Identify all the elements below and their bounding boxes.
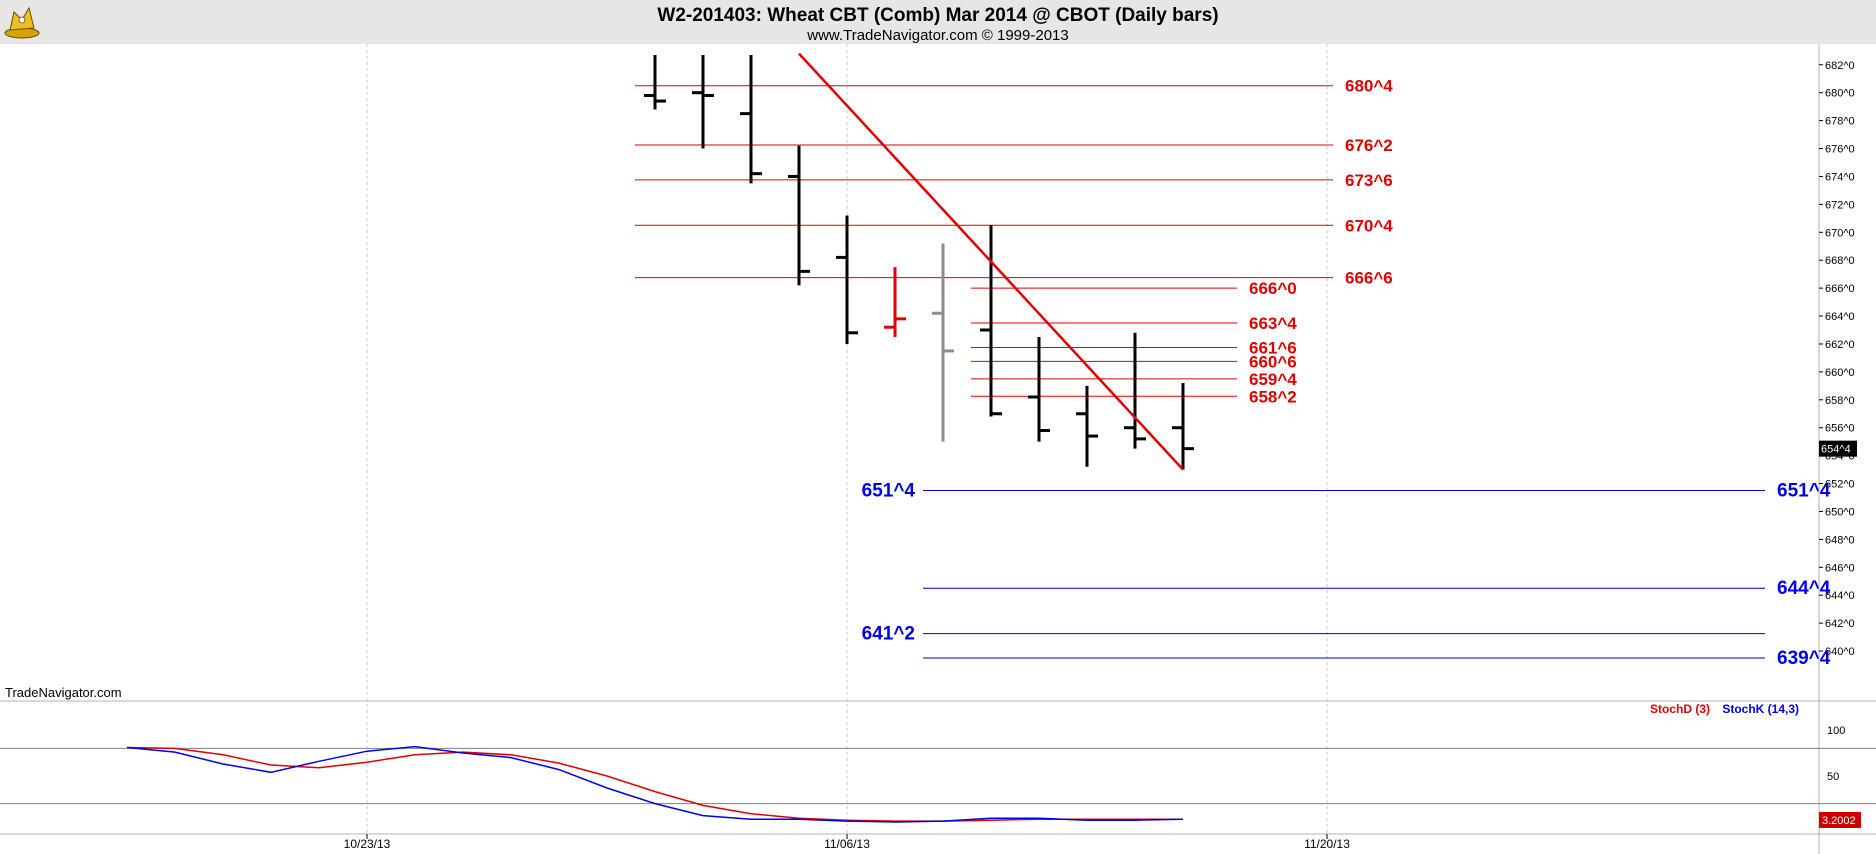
price-tick-label: 666^0 [1825, 283, 1855, 295]
stochastic-tick-label: 50 [1827, 771, 1839, 783]
level-label: 659^4 [1249, 370, 1297, 389]
stochastic-legend-item: StochK (14,3) [1722, 702, 1799, 716]
level-label: 651^4 [862, 481, 916, 502]
level-label: 660^6 [1249, 352, 1297, 371]
level-label: 680^4 [1345, 77, 1393, 96]
date-tick-label: 10/23/13 [344, 837, 391, 851]
stochastic-value-badge [1819, 812, 1861, 828]
header-bar [0, 0, 1876, 44]
trendline [798, 52, 1184, 471]
stochastic-panel-grid [0, 747, 1876, 805]
stochastic-legend-item: StochD (3) [1650, 702, 1710, 716]
price-tick-label: 674^0 [1825, 171, 1855, 183]
level-label: 661^6 [1249, 338, 1297, 357]
price-tick-label: 656^0 [1825, 423, 1855, 435]
price-tick-label: 662^0 [1825, 339, 1855, 351]
price-tick-label: 664^0 [1825, 311, 1855, 323]
stochastic-axis: 100 50 3.2002 [1819, 725, 1861, 828]
price-tick-label: 652^0 [1825, 479, 1855, 491]
chart-title: W2-201403: Wheat CBT (Comb) Mar 2014 @ C… [657, 5, 1218, 26]
date-tick-label: 11/20/13 [1304, 837, 1350, 851]
price-tick-label: 676^0 [1825, 144, 1855, 156]
price-tick-label: 658^0 [1825, 395, 1855, 407]
price-tick-label: 646^0 [1825, 562, 1855, 574]
level-label: 639^4 [1777, 648, 1831, 669]
price-tick-label: 648^0 [1825, 534, 1855, 546]
level-label: 651^4 [1777, 481, 1831, 502]
level-label: 644^4 [1777, 578, 1831, 599]
level-label: 670^4 [1345, 216, 1393, 235]
stochastic-line [126, 745, 1184, 823]
date-tick-label: 11/06/13 [824, 837, 870, 851]
chart-subtitle: www.TradeNavigator.com © 1999-2013 [806, 27, 1068, 44]
price-tick-label: 680^0 [1825, 88, 1855, 100]
stochastic-legend: StochD (3) StochK (14,3) [1650, 702, 1799, 716]
stochastic-value-label: 3.2002 [1822, 815, 1856, 827]
price-tick-label: 682^0 [1825, 60, 1855, 72]
level-label: 663^4 [1249, 314, 1297, 333]
level-label: 658^2 [1249, 387, 1297, 406]
trend-layer [798, 52, 1184, 471]
price-tick-label: 640^0 [1825, 646, 1855, 658]
price-tick-label: 644^0 [1825, 590, 1855, 602]
level-label: 676^2 [1345, 136, 1393, 155]
stochastic-tick-label: 100 [1827, 725, 1845, 737]
last-price-label: 654^4 [1821, 444, 1851, 456]
level-label: 641^2 [862, 624, 915, 645]
last-price-badge [1819, 440, 1857, 457]
level-label: 666^6 [1345, 269, 1393, 288]
watermark: TradeNavigator.com [5, 685, 122, 700]
price-tick-label: 678^0 [1825, 116, 1855, 128]
price-tick-label: 650^0 [1825, 506, 1855, 518]
date-axis: 10/23/13 11/06/13 11/20/13 [344, 834, 1350, 851]
price-axis: 682^0 680^0 678^0 676^0 674^0 672^0 670^0 668^0… [1819, 60, 1857, 658]
price-tick-label: 668^0 [1825, 255, 1855, 267]
price-tick-label: 660^0 [1825, 367, 1855, 379]
level-label: 666^0 [1249, 279, 1297, 298]
stochastic-lines [126, 745, 1184, 823]
stochastic-line [126, 746, 1183, 822]
price-tick-label: 672^0 [1825, 199, 1855, 211]
tradenavigator-logo [4, 6, 40, 39]
price-tick-label: 642^0 [1825, 618, 1855, 630]
price-tick-label: 670^0 [1825, 227, 1855, 239]
level-label: 673^6 [1345, 171, 1393, 190]
bar-layer [644, 55, 1194, 470]
